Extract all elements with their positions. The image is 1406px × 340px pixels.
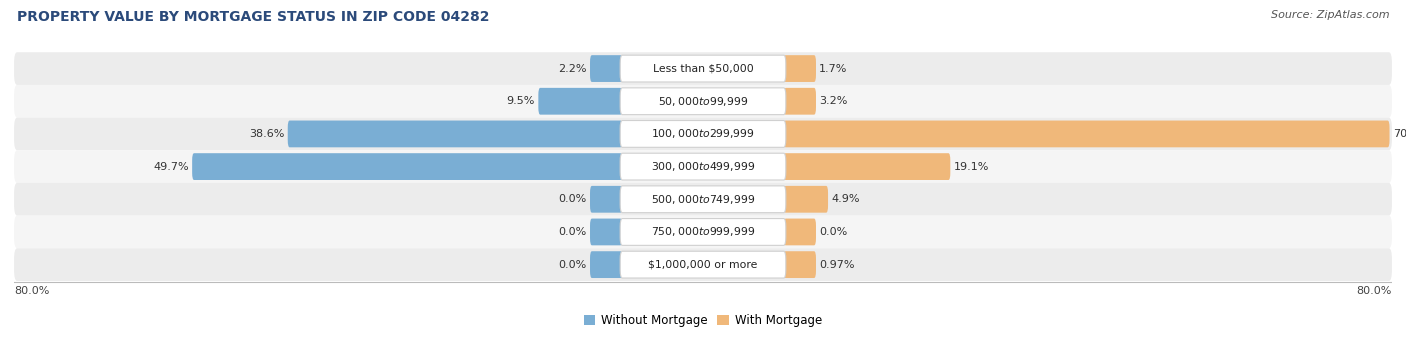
FancyBboxPatch shape [783, 186, 828, 213]
Text: 0.0%: 0.0% [558, 227, 586, 237]
Text: 9.5%: 9.5% [506, 96, 536, 106]
FancyBboxPatch shape [14, 118, 1392, 150]
Text: 3.2%: 3.2% [820, 96, 848, 106]
FancyBboxPatch shape [620, 88, 786, 115]
FancyBboxPatch shape [620, 219, 786, 245]
Text: 1.7%: 1.7% [820, 64, 848, 73]
Text: $500,000 to $749,999: $500,000 to $749,999 [651, 193, 755, 206]
Text: 70.1%: 70.1% [1393, 129, 1406, 139]
FancyBboxPatch shape [620, 251, 786, 278]
FancyBboxPatch shape [783, 120, 1389, 147]
FancyBboxPatch shape [783, 219, 815, 245]
FancyBboxPatch shape [14, 183, 1392, 216]
Text: 0.0%: 0.0% [820, 227, 848, 237]
FancyBboxPatch shape [783, 251, 815, 278]
FancyBboxPatch shape [14, 216, 1392, 248]
Legend: Without Mortgage, With Mortgage: Without Mortgage, With Mortgage [579, 309, 827, 332]
Text: 80.0%: 80.0% [14, 286, 49, 296]
Text: $300,000 to $499,999: $300,000 to $499,999 [651, 160, 755, 173]
Text: 2.2%: 2.2% [558, 64, 586, 73]
FancyBboxPatch shape [591, 219, 623, 245]
Text: 4.9%: 4.9% [831, 194, 860, 204]
FancyBboxPatch shape [193, 153, 623, 180]
Text: PROPERTY VALUE BY MORTGAGE STATUS IN ZIP CODE 04282: PROPERTY VALUE BY MORTGAGE STATUS IN ZIP… [17, 10, 489, 24]
Text: $750,000 to $999,999: $750,000 to $999,999 [651, 225, 755, 238]
FancyBboxPatch shape [14, 52, 1392, 85]
FancyBboxPatch shape [14, 150, 1392, 183]
FancyBboxPatch shape [620, 55, 786, 82]
FancyBboxPatch shape [783, 153, 950, 180]
Text: $50,000 to $99,999: $50,000 to $99,999 [658, 95, 748, 108]
FancyBboxPatch shape [620, 120, 786, 147]
Text: 0.0%: 0.0% [558, 260, 586, 270]
Text: $100,000 to $299,999: $100,000 to $299,999 [651, 128, 755, 140]
Text: 80.0%: 80.0% [1357, 286, 1392, 296]
Text: Less than $50,000: Less than $50,000 [652, 64, 754, 73]
FancyBboxPatch shape [538, 88, 623, 115]
FancyBboxPatch shape [591, 186, 623, 213]
Text: 19.1%: 19.1% [953, 162, 988, 172]
Text: 38.6%: 38.6% [249, 129, 284, 139]
Text: 0.0%: 0.0% [558, 194, 586, 204]
FancyBboxPatch shape [783, 88, 815, 115]
FancyBboxPatch shape [620, 153, 786, 180]
Text: Source: ZipAtlas.com: Source: ZipAtlas.com [1271, 10, 1389, 20]
Text: 49.7%: 49.7% [153, 162, 188, 172]
FancyBboxPatch shape [591, 251, 623, 278]
FancyBboxPatch shape [783, 55, 815, 82]
FancyBboxPatch shape [14, 85, 1392, 118]
Text: 0.97%: 0.97% [820, 260, 855, 270]
FancyBboxPatch shape [288, 120, 623, 147]
FancyBboxPatch shape [14, 248, 1392, 281]
Text: $1,000,000 or more: $1,000,000 or more [648, 260, 758, 270]
FancyBboxPatch shape [591, 55, 623, 82]
FancyBboxPatch shape [620, 186, 786, 213]
